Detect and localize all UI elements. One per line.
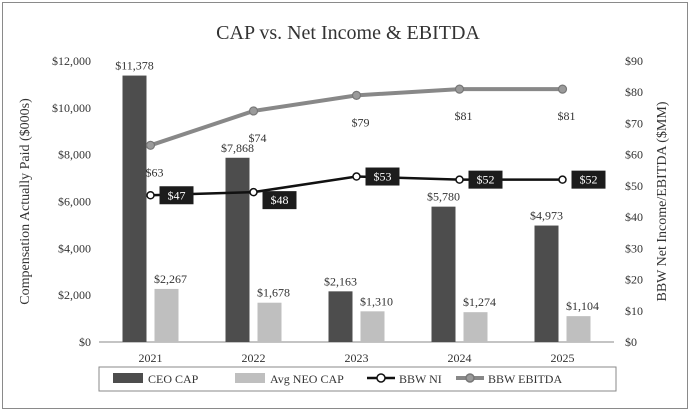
y-left-tick-label: $0 [79,335,91,349]
point-bbw-ni [455,175,464,184]
bar-avg-neo-cap [566,316,591,342]
bar-ceo-cap [534,225,559,342]
data-labels-group: $11,378 $7,868 $2,163 $5,780 $4,973 $2,267 $1,… [115,59,606,313]
y-left-tick-label: $8,000 [58,148,91,162]
bar-ceo-cap [225,157,250,342]
bar-avg-neo-cap [463,312,488,342]
point-bbw-ebitda [145,140,156,150]
y-right-tick-label: $80 [625,85,643,99]
y-right-tick-label: $70 [625,116,643,130]
bar-value-label: $1,678 [257,286,290,300]
bar-avg-neo-cap [360,311,385,342]
legend-label-avg-neo-cap: Avg NEO CAP [270,372,344,386]
line-value-label: $81 [558,109,576,123]
point-bbw-ebitda [557,84,568,94]
bar-avg-neo-cap [154,288,179,342]
point-bbw-ebitda [454,84,465,94]
x-tick-label: 2021 [139,351,163,365]
bars-group [122,75,591,342]
y-right-tick-label: $20 [625,273,643,287]
bar-value-label: $5,780 [427,190,460,204]
legend-box [98,366,617,392]
legend-marker-bbw-ebitda [465,373,475,383]
bar-ceo-cap [431,206,456,342]
chart-title: CAP vs. Net Income & EBITDA [216,22,480,44]
y-right-axis-title: BBW Net Income/EBITDA ($MM) [655,101,670,301]
y-left-axis-title: Compensation Actually Paid ($000s) [18,98,33,305]
line-value-label: $81 [455,109,473,123]
y-right-tick-label: $60 [625,148,643,162]
line-value-label: $63 [146,165,164,179]
line-value-label: $52 [580,173,598,187]
chart-canvas: CAP vs. Net Income & EBITDA $0 $2,000 $4,0… [18,22,670,392]
y-right-tick-label: $40 [625,210,643,224]
y-right-tick-label: $90 [625,54,643,68]
x-tick-label: 2024 [448,351,472,365]
point-bbw-ni [249,187,258,197]
line-value-label: $52 [477,173,495,187]
bar-avg-neo-cap [257,302,282,342]
y-left-tick-label: $6,000 [58,195,91,209]
point-bbw-ni [352,172,361,181]
bar-value-label: $7,868 [221,141,254,155]
legend-label-ceo-cap: CEO CAP [148,372,199,386]
legend-marker-bbw-ni [376,373,386,383]
y-right-tick-label: $30 [625,241,643,255]
y-right-tick-label: $50 [625,179,643,193]
y-left-tick-label: $12,000 [52,54,91,68]
line-value-label: $74 [249,131,267,145]
legend-swatch-ceo-cap [113,373,143,383]
x-tick-label: 2023 [345,351,369,365]
y-left-tick-label: $4,000 [58,241,91,255]
bar-value-label: $1,104 [566,299,599,313]
point-bbw-ni [146,191,155,200]
legend: CEO CAP Avg NEO CAP BBW NI BBW EBITDA [98,366,617,392]
legend-label-bbw-ni: BBW NI [399,372,442,386]
y-left-tick-label: $10,000 [52,101,91,115]
chart-frame: CAP vs. Net Income & EBITDA $0 $2,000 $4,0… [2,2,688,409]
ni-label-box [571,170,606,189]
bar-value-label: $4,973 [530,209,563,223]
legend-swatch-avg-neo-cap [235,373,265,383]
axes-group: $0 $2,000 $4,000 $6,000 $8,000 $10,000 $12,000… [18,54,670,365]
bar-value-label: $1,274 [463,295,496,309]
bar-value-label: $1,310 [360,294,393,308]
bar-value-label: $2,267 [154,272,187,286]
point-bbw-ebitda [351,90,362,100]
line-value-label: $47 [168,188,186,202]
point-bbw-ni [558,175,567,184]
ni-label-box [365,167,400,186]
ni-label-box [159,186,194,205]
line-value-label: $48 [271,193,289,207]
y-right-tick-label: $0 [625,335,637,349]
legend-label-bbw-ebitda: BBW EBITDA [488,372,562,386]
bar-ceo-cap [328,291,353,342]
bar-value-label: $11,378 [115,59,154,73]
x-tick-label: 2025 [551,351,575,365]
x-tick-label: 2022 [242,351,266,365]
point-bbw-ebitda [248,106,259,116]
ni-label-box [468,170,503,189]
line-value-label: $53 [374,170,392,184]
y-right-tick-label: $10 [625,304,643,318]
ni-label-box [262,191,297,210]
lines-group [145,84,568,200]
line-value-label: $79 [352,115,370,129]
bar-value-label: $2,163 [324,274,357,288]
bar-ceo-cap [122,75,147,342]
y-left-tick-label: $2,000 [58,288,91,302]
